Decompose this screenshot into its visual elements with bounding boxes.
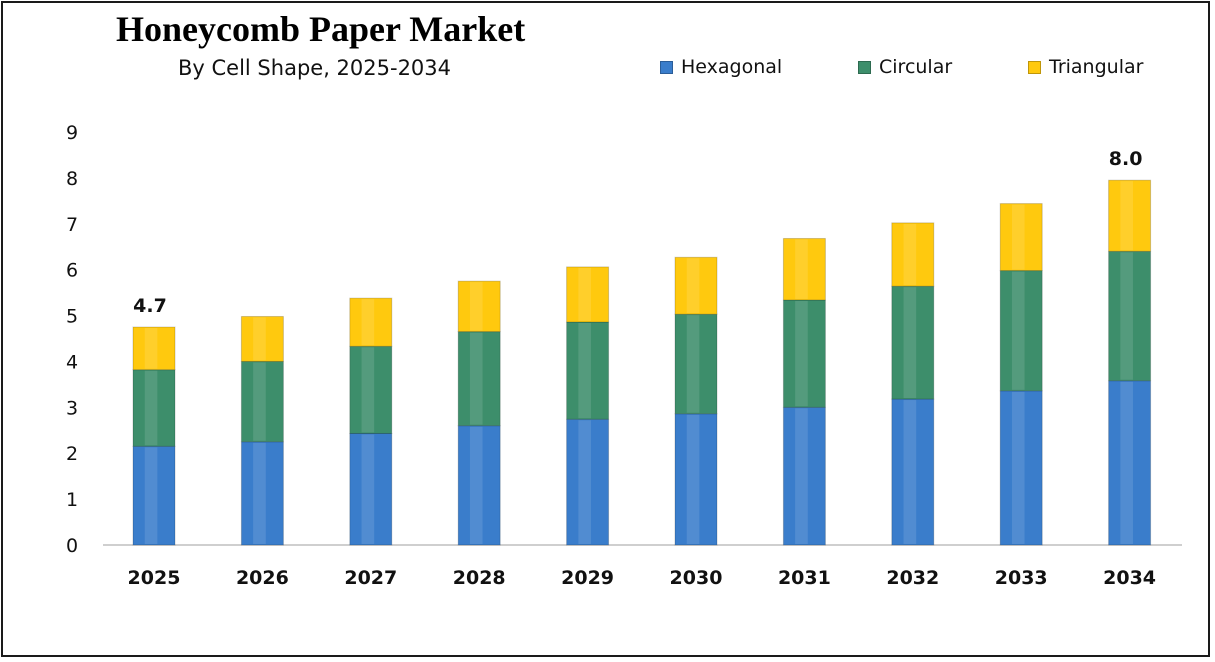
legend-swatch-circular	[858, 60, 871, 74]
bar-highlight-hexagonal-2034	[1120, 381, 1133, 544]
legend-item-triangular: Triangular	[1028, 56, 1143, 78]
x-tick-label: 2033	[995, 567, 1048, 589]
bar-triangular-2031	[782, 237, 826, 301]
bar-triangular-2025	[132, 326, 176, 371]
bar-circular-2026	[240, 360, 284, 443]
y-tick-label: 2	[66, 443, 78, 465]
bar-triangular-2034	[1108, 179, 1152, 252]
bar-highlight-hexagonal-2032	[903, 400, 917, 544]
bar-circular-2029	[566, 321, 610, 420]
legend-label-circular: Circular	[879, 56, 953, 78]
bar-highlight-hexagonal-2026	[253, 442, 266, 544]
bar-highlight-circular-2025	[144, 370, 158, 446]
bar-highlight-circular-2028	[469, 332, 483, 425]
legend-item-hexagonal: Hexagonal	[660, 56, 782, 78]
bar-triangular-2032	[891, 222, 935, 287]
y-tick-label: 5	[66, 306, 78, 328]
bar-triangular-2027	[349, 297, 393, 347]
bar-circular-2034	[1108, 250, 1152, 382]
x-tick-label: 2029	[561, 567, 614, 589]
bar-highlight-circular-2034	[1120, 252, 1133, 380]
y-tick-label: 0	[66, 535, 78, 557]
data-label-2034: 8.0	[1109, 148, 1143, 170]
bar-triangular-2026	[240, 315, 284, 362]
bar-highlight-hexagonal-2028	[469, 426, 483, 544]
bar-hexagonal-2025	[132, 445, 176, 546]
bar-circular-2027	[349, 345, 393, 434]
legend-label-hexagonal: Hexagonal	[681, 56, 783, 78]
legend-swatch-hexagonal	[660, 60, 673, 74]
x-tick-label: 2026	[236, 567, 289, 589]
bar-triangular-2033	[999, 203, 1043, 272]
bar-triangular-2028	[457, 280, 501, 333]
bar-highlight-triangular-2028	[469, 282, 483, 331]
bar-highlight-triangular-2034	[1120, 181, 1133, 251]
x-tick-label: 2030	[670, 567, 723, 589]
bar-triangular-2029	[566, 266, 610, 323]
bar-highlight-circular-2026	[253, 362, 266, 441]
y-tick-label: 3	[66, 397, 78, 419]
bar-highlight-triangular-2027	[361, 299, 375, 346]
bar-highlight-circular-2033	[1011, 271, 1025, 390]
legend-item-circular: Circular	[858, 56, 952, 78]
bar-hexagonal-2027	[349, 432, 393, 546]
bar-circular-2030	[674, 313, 718, 415]
bar-highlight-triangular-2031	[795, 239, 808, 299]
bar-highlight-circular-2029	[578, 322, 591, 419]
legend-swatch-triangular	[1028, 60, 1041, 74]
x-tick-label: 2025	[128, 567, 181, 589]
x-tick-label: 2034	[1103, 567, 1156, 589]
bar-highlight-hexagonal-2030	[686, 414, 700, 544]
bar-hexagonal-2031	[782, 406, 826, 546]
bar-highlight-circular-2031	[795, 300, 808, 407]
x-tick-label: 2027	[344, 567, 397, 589]
y-tick-label: 1	[66, 489, 78, 511]
bar-highlight-circular-2027	[361, 347, 375, 433]
bar-highlight-hexagonal-2029	[578, 420, 591, 544]
x-tick-label: 2031	[778, 567, 831, 589]
bar-highlight-circular-2032	[903, 287, 917, 399]
bar-circular-2033	[999, 270, 1043, 392]
bar-highlight-triangular-2029	[578, 267, 591, 321]
y-tick-label: 8	[66, 168, 78, 190]
bar-highlight-hexagonal-2033	[1011, 391, 1025, 544]
bar-circular-2031	[782, 299, 826, 408]
bar-hexagonal-2032	[891, 398, 935, 546]
y-tick-label: 9	[66, 122, 78, 144]
data-label-2025: 4.7	[133, 295, 167, 317]
bar-highlight-hexagonal-2025	[144, 447, 158, 544]
bar-highlight-circular-2030	[686, 315, 700, 413]
bar-highlight-triangular-2032	[903, 223, 917, 286]
bar-highlight-triangular-2026	[253, 317, 266, 361]
bar-highlight-triangular-2033	[1011, 204, 1025, 270]
legend-label-triangular: Triangular	[1049, 56, 1144, 78]
bar-circular-2032	[891, 285, 935, 400]
y-tick-label: 6	[66, 260, 78, 282]
bar-highlight-hexagonal-2031	[795, 408, 808, 544]
x-tick-label: 2028	[453, 567, 506, 589]
y-tick-label: 7	[66, 214, 78, 236]
bar-highlight-triangular-2025	[144, 328, 158, 369]
bar-triangular-2030	[674, 256, 718, 315]
bar-highlight-hexagonal-2027	[361, 434, 375, 544]
bar-hexagonal-2030	[674, 413, 718, 546]
chart-title: Honeycomb Paper Market	[116, 9, 526, 49]
bar-hexagonal-2033	[999, 390, 1043, 546]
chart-subtitle: By Cell Shape, 2025-2034	[178, 56, 452, 80]
y-tick-label: 4	[66, 351, 78, 373]
bar-hexagonal-2029	[566, 418, 610, 546]
bar-hexagonal-2026	[240, 441, 284, 546]
bar-highlight-triangular-2030	[686, 258, 700, 314]
x-tick-label: 2032	[886, 567, 939, 589]
